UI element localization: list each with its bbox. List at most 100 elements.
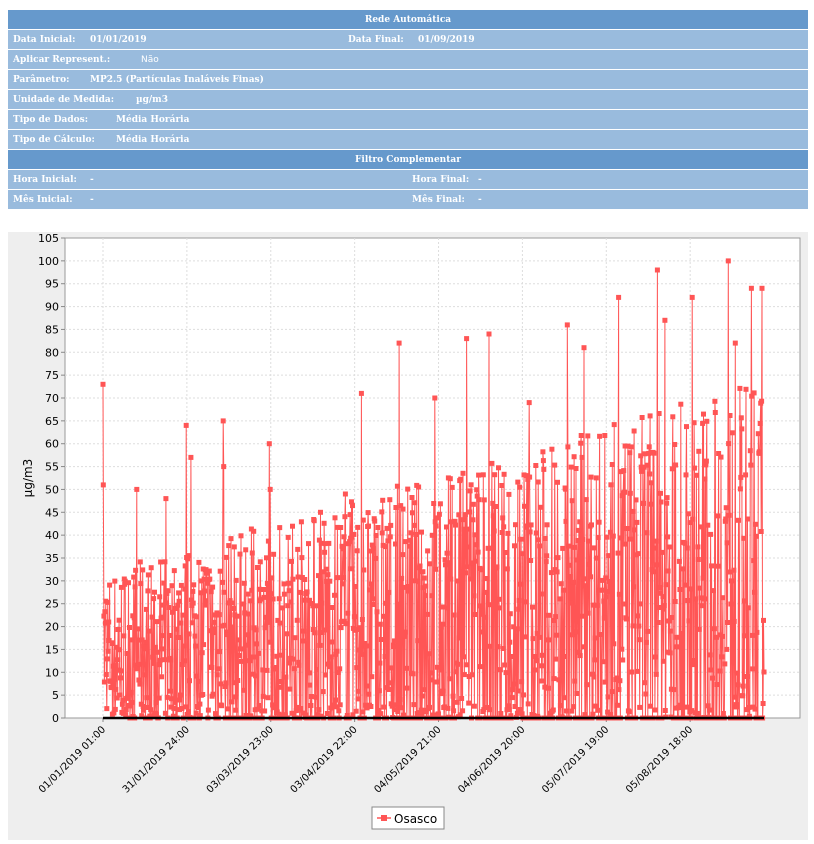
data-point [659,549,665,555]
data-point [266,441,272,447]
data-point [406,584,412,589]
data-point [537,634,543,640]
data-point [496,596,502,602]
data-point [319,630,325,635]
data-point [663,582,669,588]
data-point [393,505,399,510]
data-point [720,711,726,716]
data-point [543,559,549,565]
hora-inicial-label: Hora Inicial: [13,174,77,185]
data-point [378,711,384,717]
data-point [516,597,522,603]
data-point [107,582,113,588]
data-point [228,536,234,542]
data-point [387,534,393,540]
data-point [451,708,457,714]
data-point [623,601,629,607]
data-point [611,422,617,428]
data-point [749,393,755,399]
data-point [702,476,708,482]
y-tick-label: 30 [45,575,59,588]
data-point [112,578,118,584]
data-point [715,563,721,569]
data-point [753,521,758,527]
data-point [225,706,231,712]
data-point [561,587,567,593]
data-point [478,603,484,609]
data-point [652,707,658,713]
data-point [625,443,631,449]
data-point [185,553,191,559]
data-point [595,535,601,540]
data-point [325,572,331,578]
data-point [585,610,591,616]
data-point [530,636,536,642]
data-point [156,662,162,668]
y-tick-label: 45 [45,506,59,519]
data-point [364,683,370,689]
data-point [664,495,670,501]
data-point [680,566,686,572]
data-point [102,620,108,626]
data-point [399,575,405,581]
data-point [498,711,504,716]
data-point [237,653,242,659]
data-point [546,637,551,643]
data-point [400,552,406,558]
data-point [151,596,157,602]
data-point [748,462,754,468]
data-point [120,697,126,703]
data-point [615,550,621,556]
data-point [540,449,546,455]
data-point [554,632,560,638]
data-point [563,486,569,492]
data-point [556,677,562,683]
data-point [308,703,314,708]
data-point [571,454,577,460]
data-point [483,589,489,595]
data-point [413,532,419,537]
data-point [353,708,359,714]
data-point [703,462,709,468]
data-point [402,629,408,635]
data-point [631,428,637,434]
data-point [580,613,586,619]
data-point [190,600,196,606]
data-point [252,707,258,713]
data-point [404,685,410,691]
data-point [185,556,191,562]
data-point [470,672,475,678]
data-point [696,448,702,454]
data-point [598,632,604,637]
data-point [139,637,145,643]
data-point [416,484,422,490]
data-point [553,614,559,620]
data-point [627,450,633,456]
data-point [103,672,109,677]
data-point [321,520,327,526]
data-point [419,712,425,718]
data-point [759,398,765,404]
data-point [293,708,299,714]
data-point [580,537,586,542]
data-point [705,522,711,528]
data-point [421,687,427,693]
data-point [578,440,584,446]
data-point [629,669,635,675]
data-point [278,652,284,658]
data-point [616,591,622,597]
data-point [533,463,539,468]
data-point [411,702,417,708]
data-point [658,499,664,505]
data-point [324,578,330,584]
data-point [101,679,107,685]
data-point [472,612,478,617]
data-point [548,570,554,576]
data-point [376,688,382,694]
data-point [255,650,261,656]
data-point [106,638,112,643]
data-point [602,433,608,438]
data-point [190,588,196,594]
data-point [631,584,637,590]
data-point [410,510,415,516]
